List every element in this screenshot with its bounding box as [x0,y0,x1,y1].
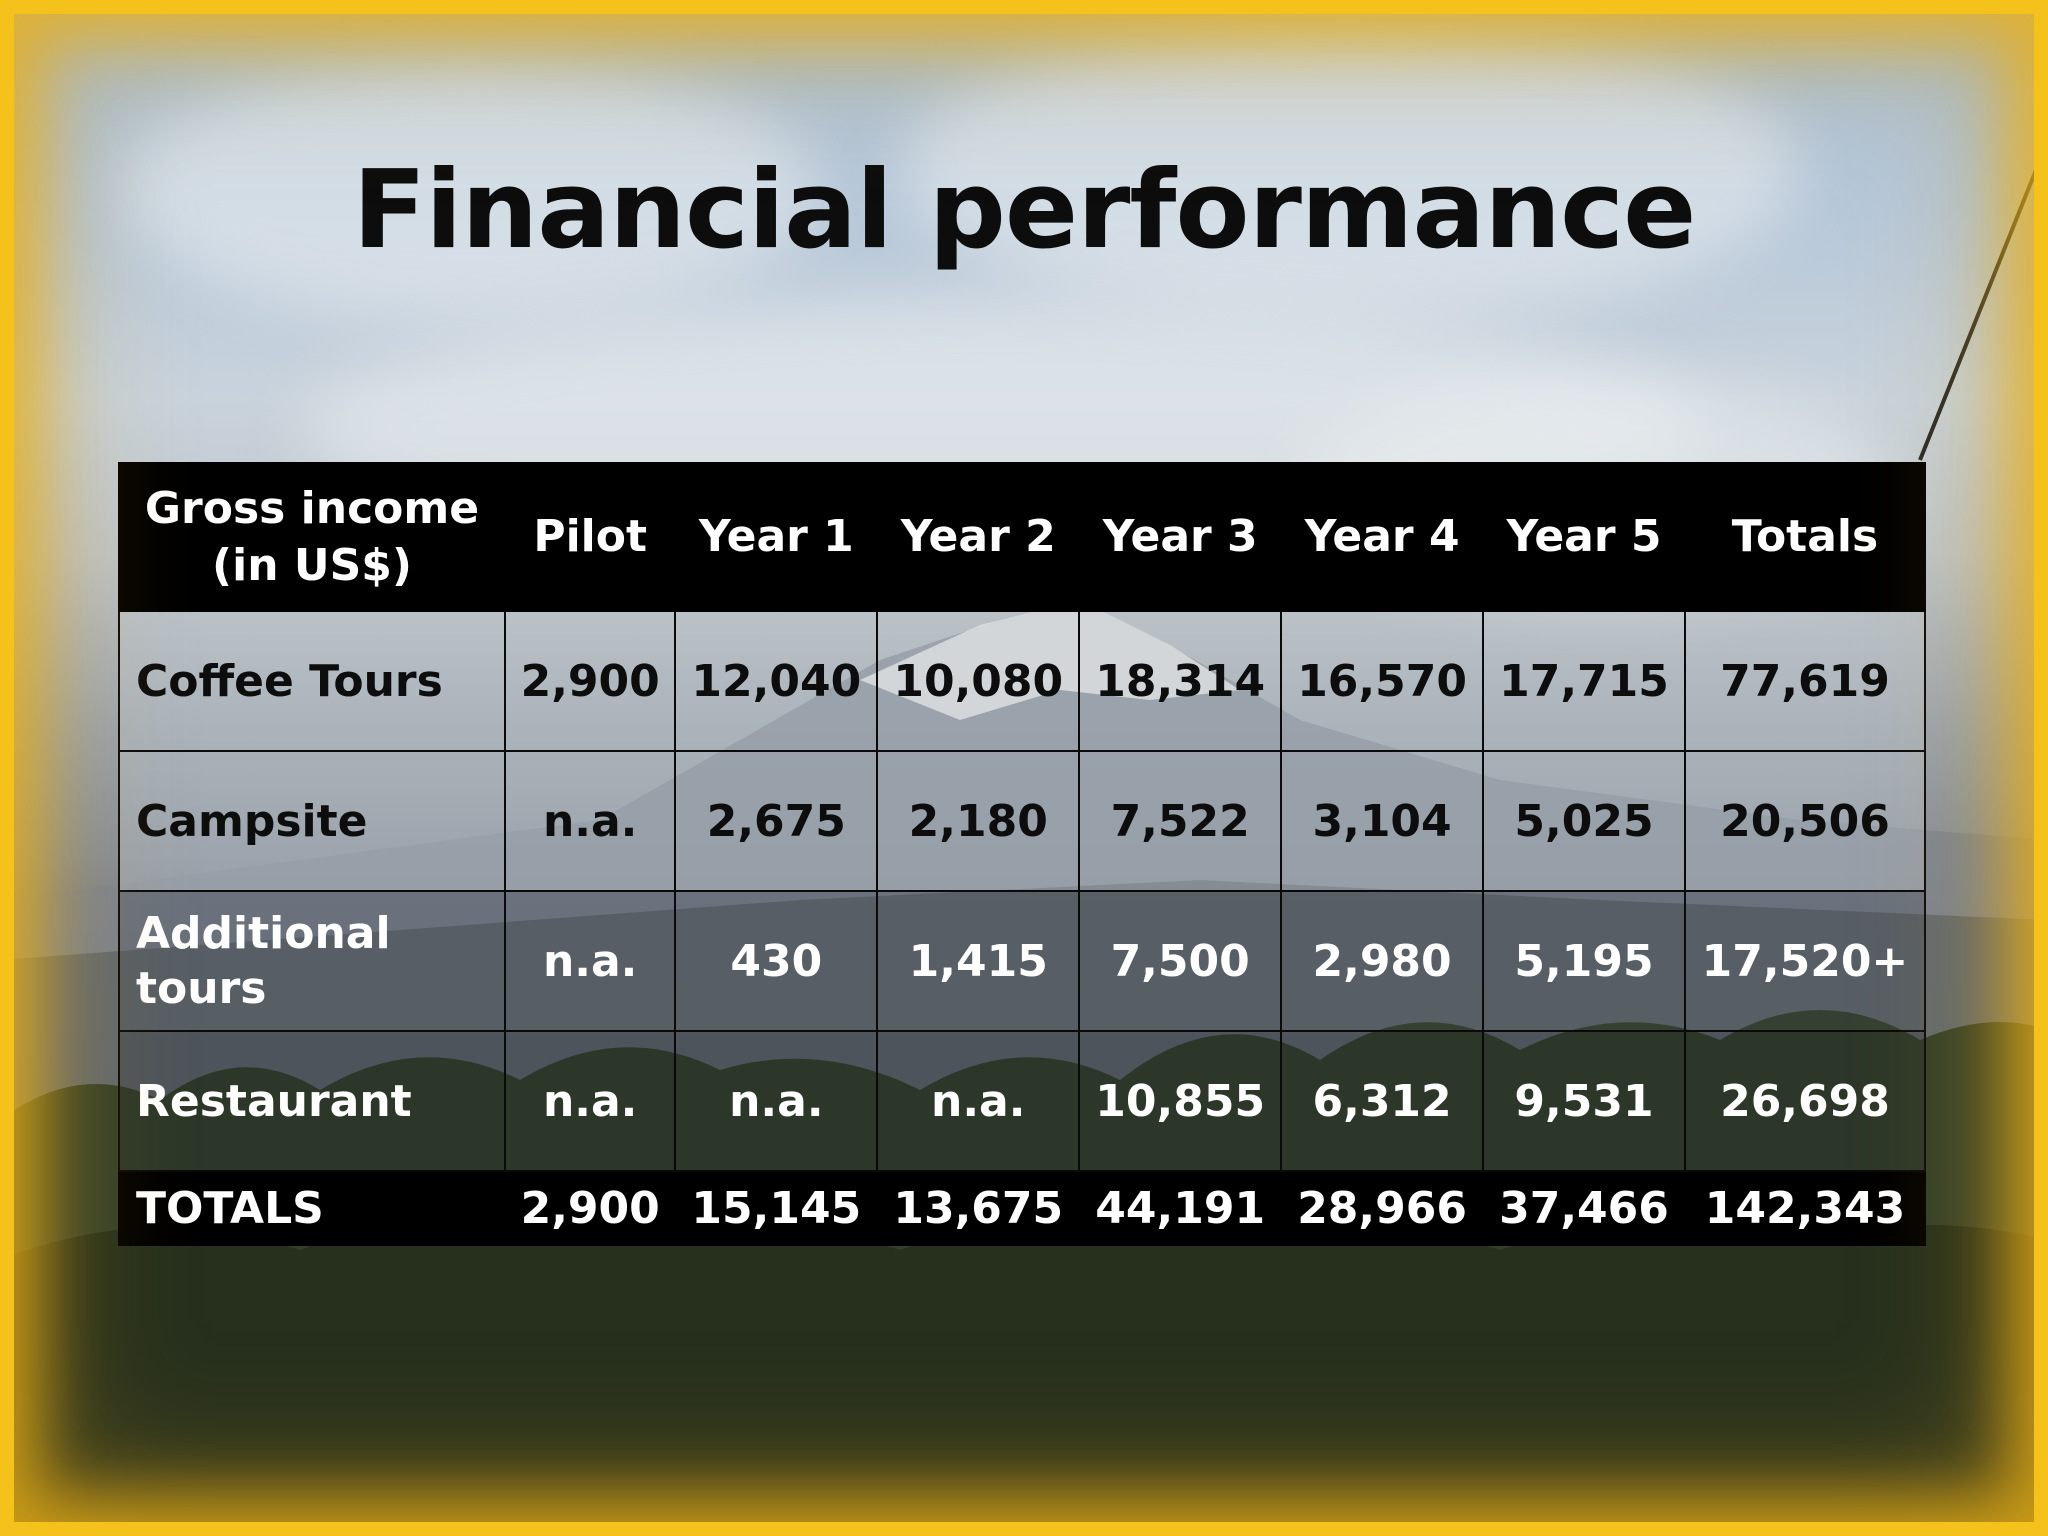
header-cell: Gross income (in US$) [118,462,506,612]
table-cell: 77,619 [1683,610,1927,752]
table-cell: 1,415 [876,890,1081,1032]
table-cell: 9,531 [1482,1030,1686,1172]
financial-table: Gross income (in US$) Pilot Year 1 Year … [118,462,1927,1246]
totals-cell: 142,343 [1683,1170,1927,1246]
totals-label: TOTALS [118,1170,506,1246]
table-cell: n.a. [503,750,677,892]
table-cell: 12,040 [674,610,879,752]
header-cell: Pilot [503,462,677,612]
totals-row: TOTALS 2,900 15,145 13,675 44,191 28,966… [118,1170,1927,1246]
totals-cell: 37,466 [1482,1170,1686,1246]
table-cell: 430 [674,890,879,1032]
header-cell: Totals [1683,462,1927,612]
table-cell: 5,195 [1482,890,1686,1032]
table-cell: 10,855 [1078,1030,1283,1172]
totals-cell: 2,900 [503,1170,677,1246]
table-row: Additional tours n.a. 430 1,415 7,500 2,… [118,890,1927,1032]
table-cell: n.a. [503,1030,677,1172]
totals-cell: 15,145 [674,1170,879,1246]
table-cell: 2,180 [876,750,1081,892]
table-header-row: Gross income (in US$) Pilot Year 1 Year … [118,462,1927,612]
header-cell: Year 5 [1482,462,1686,612]
table-cell: 16,570 [1280,610,1485,752]
table-cell: n.a. [503,890,677,1032]
table-cell: 2,900 [503,610,677,752]
table-cell: 2,675 [674,750,879,892]
row-label: Coffee Tours [118,610,506,752]
slide-title: Financial performance [352,148,1697,273]
table-row: Coffee Tours 2,900 12,040 10,080 18,314 … [118,610,1927,752]
table-cell: 20,506 [1683,750,1927,892]
header-cell: Year 1 [674,462,879,612]
totals-cell: 13,675 [876,1170,1081,1246]
table-cell: 17,520+ [1683,890,1927,1032]
table-cell: 2,980 [1280,890,1485,1032]
cloud [900,20,1800,320]
row-label: Campsite [118,750,506,892]
table-cell: 6,312 [1280,1030,1485,1172]
table-cell: 7,522 [1078,750,1283,892]
table-cell: 3,104 [1280,750,1485,892]
table-cell: 17,715 [1482,610,1686,752]
totals-cell: 28,966 [1280,1170,1485,1246]
cloud [120,60,820,320]
header-cell: Year 4 [1280,462,1485,612]
header-cell: Year 2 [876,462,1081,612]
table-cell: 18,314 [1078,610,1283,752]
table-cell: n.a. [876,1030,1081,1172]
table-cell: 5,025 [1482,750,1686,892]
row-label: Restaurant [118,1030,506,1172]
table-row: Campsite n.a. 2,675 2,180 7,522 3,104 5,… [118,750,1927,892]
table-cell: 10,080 [876,610,1081,752]
totals-cell: 44,191 [1078,1170,1283,1246]
row-label: Additional tours [118,890,506,1032]
table-cell: 26,698 [1683,1030,1927,1172]
table-cell: 7,500 [1078,890,1283,1032]
table-row: Restaurant n.a. n.a. n.a. 10,855 6,312 9… [118,1030,1927,1172]
table-cell: n.a. [674,1030,879,1172]
header-cell: Year 3 [1078,462,1283,612]
